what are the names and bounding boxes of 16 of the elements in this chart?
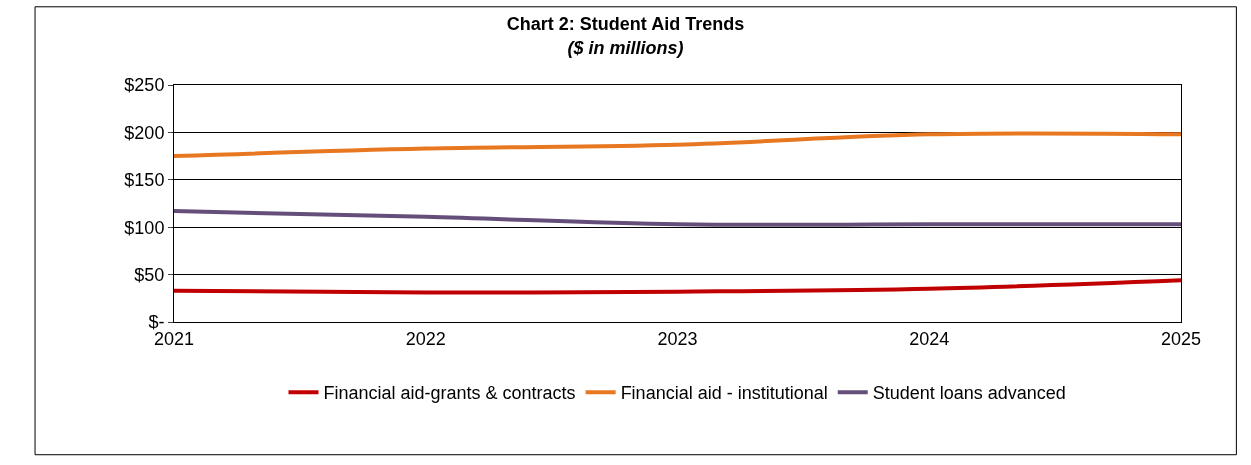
legend-label: Financial aid - institutional — [620, 383, 828, 404]
legend-label: Financial aid-grants & contracts — [323, 383, 576, 404]
y-tick-label: $50 — [134, 264, 165, 285]
y-tick-label: $150 — [124, 170, 165, 191]
line-series — [174, 278, 1181, 295]
x-tick-label: 2024 — [909, 328, 950, 349]
chart-title: Chart 2: Student Aid Trends — [506, 14, 745, 35]
y-tick-label: $100 — [124, 217, 165, 238]
line-series — [174, 131, 1181, 159]
y-tick-label: $250 — [124, 75, 165, 96]
y-tick-label: $200 — [124, 122, 165, 143]
chart-subtitle: ($ in millions) — [567, 37, 684, 58]
x-tick-label: 2022 — [405, 328, 446, 349]
x-tick-label: 2025 — [1160, 328, 1202, 349]
legend-label: Student loans advanced — [872, 383, 1066, 404]
x-tick-label: 2023 — [657, 328, 698, 349]
